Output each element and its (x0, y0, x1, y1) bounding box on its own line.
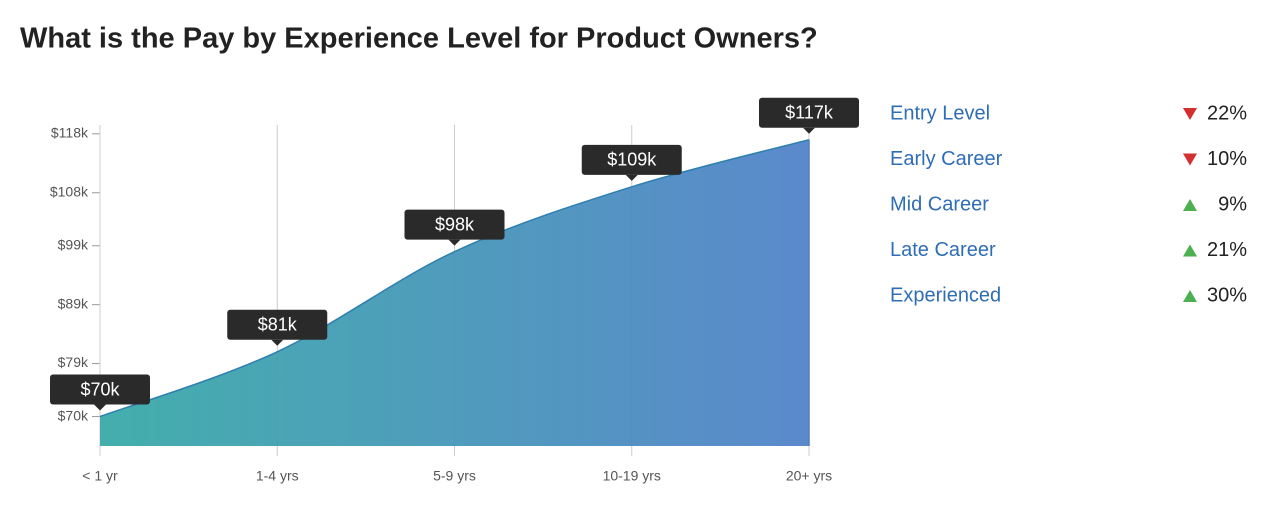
callout-pointer (94, 404, 106, 411)
trend-arrow (1183, 153, 1197, 166)
change-value: 30% (1207, 284, 1247, 306)
trend-arrow (1183, 244, 1197, 257)
callout-box (227, 309, 328, 340)
trend-arrow (1183, 290, 1197, 302)
x-tick-label: 5-9 yrs (433, 468, 476, 484)
data-label: $70k (80, 379, 120, 399)
change-value: 21% (1207, 239, 1247, 261)
level-name: Early Career (890, 148, 1003, 170)
callout-pointer (271, 339, 284, 346)
line (99, 139, 810, 418)
callout-box (404, 209, 505, 240)
callout-box (50, 374, 150, 405)
data-label: $81k (258, 315, 298, 335)
data-label: $109k (607, 150, 657, 170)
chart-title: What is the Pay by Experience Level for … (20, 23, 818, 55)
callout-pointer (803, 127, 815, 134)
level-name: Experienced (890, 284, 1001, 306)
level-name: Late Career (890, 239, 996, 261)
area (100, 139, 809, 446)
callout-pointer (448, 239, 461, 246)
trend-arrow (1183, 108, 1197, 120)
x-tick-label: < 1 yr (82, 468, 118, 484)
data-label: $117k (785, 102, 834, 122)
y-tick-label: $99k (58, 236, 89, 252)
callout-box (581, 144, 682, 175)
level-name: Mid Career (890, 193, 989, 215)
change-value: 9% (1218, 193, 1247, 215)
x-tick-label: 10-19 yrs (603, 468, 661, 484)
x-tick-label: 1-4 yrs (256, 468, 299, 484)
x-tick-label: 20+ yrs (786, 468, 832, 484)
data-label: $98k (435, 214, 475, 234)
y-tick-label: $79k (58, 354, 89, 370)
y-tick-label: $108k (50, 183, 89, 199)
callout-pointer (625, 174, 638, 181)
y-tick-label: $118k (51, 125, 89, 141)
change-value: 22% (1207, 102, 1247, 124)
level-name: Entry Level (890, 102, 990, 124)
callout-box (759, 97, 859, 128)
trend-arrow (1183, 199, 1197, 211)
y-tick-label: $89k (58, 295, 89, 311)
change-value: 10% (1207, 148, 1247, 170)
y-tick-label: $70k (58, 407, 89, 423)
